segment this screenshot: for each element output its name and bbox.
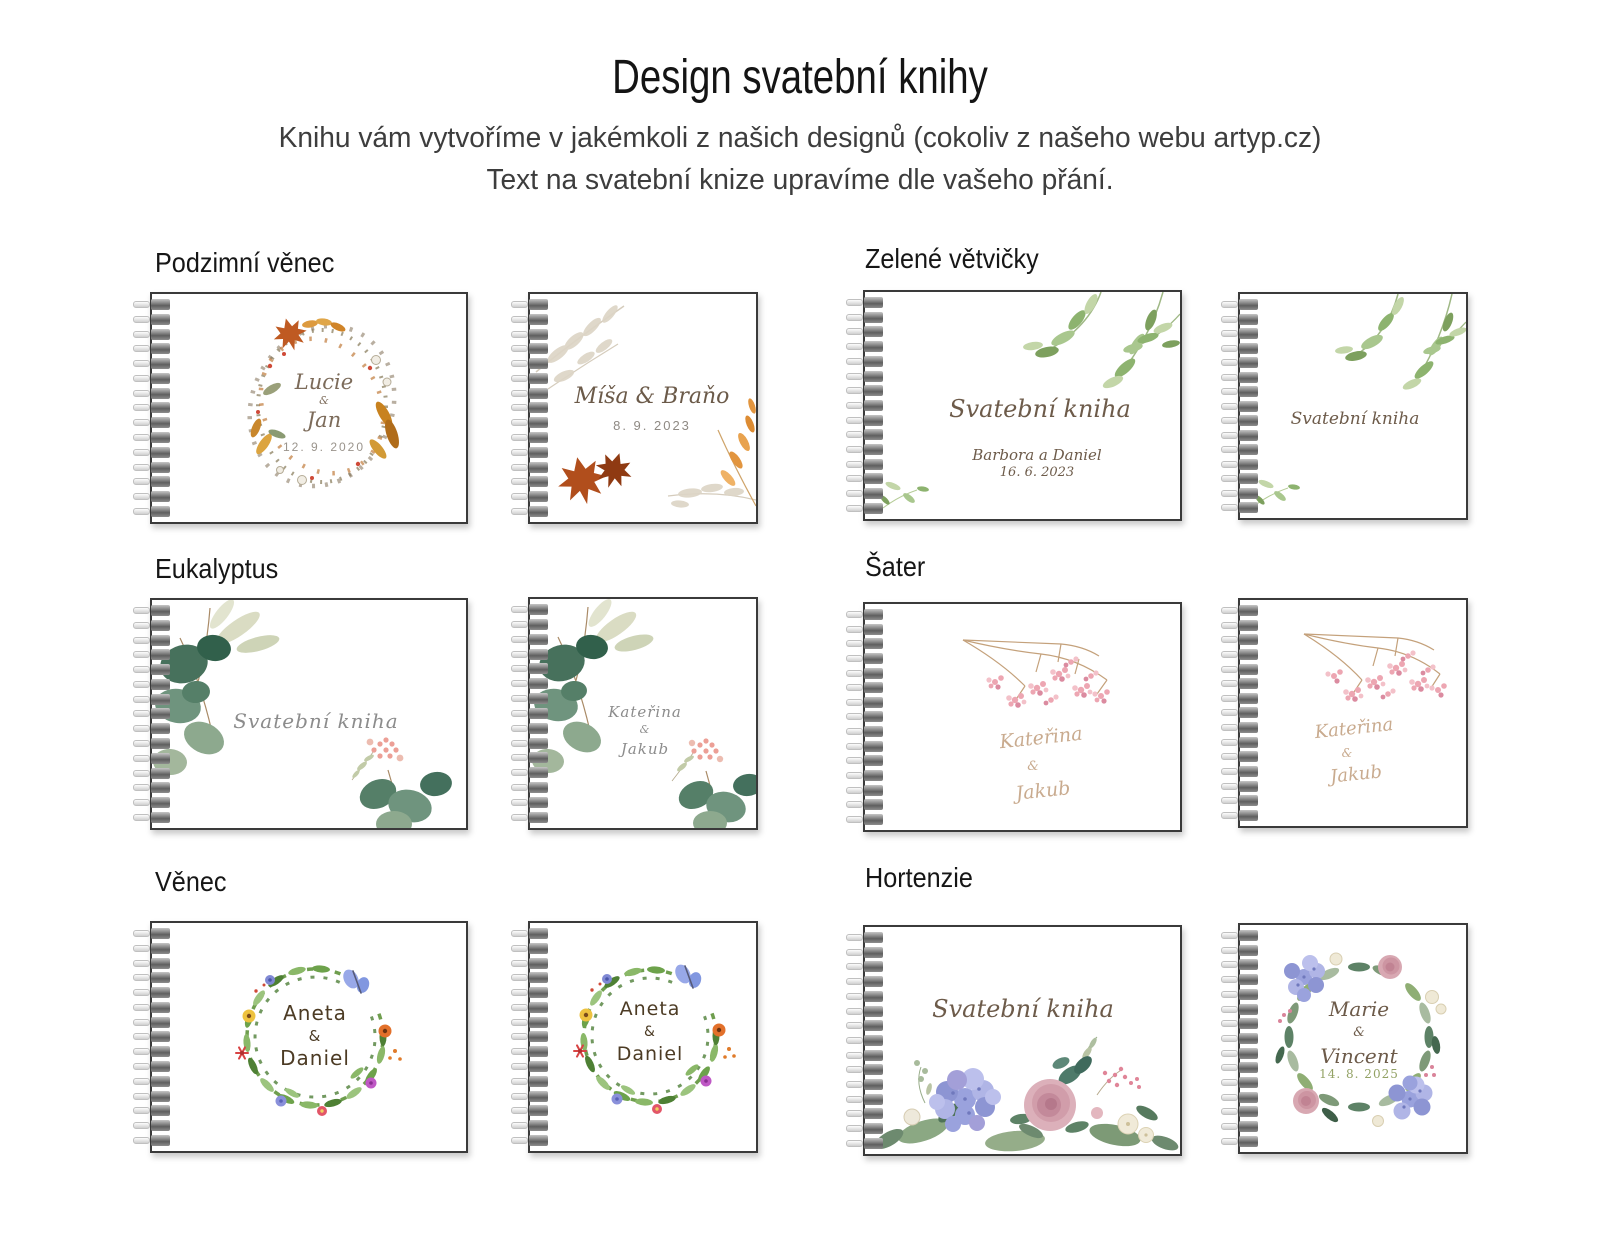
- book-eucalyptus-landscape: Svatební kniha: [133, 598, 468, 830]
- cover-date: 8. 9. 2023: [613, 418, 691, 433]
- section-label-hortenzie: Hortenzie: [865, 862, 973, 893]
- cover-name2: Daniel: [280, 1046, 350, 1070]
- book-autumn-corner-square: Míša & Braňo 8. 9. 2023: [511, 292, 758, 524]
- flower-wreath-art: [573, 964, 736, 1114]
- spiral-binding: [1221, 605, 1261, 821]
- cover-title: Svatební kniha: [949, 395, 1131, 423]
- book-eucalyptus-square: Kateřina & Jakub: [511, 597, 758, 830]
- spiral-binding: [133, 605, 173, 823]
- cover-date: 16. 6. 2023: [999, 465, 1075, 480]
- hydrangea-wreath-art: [1275, 952, 1447, 1127]
- cover-name1: Aneta: [283, 1001, 347, 1025]
- page-title: Design svatební knihy: [612, 51, 988, 104]
- cover-name1: Lucie: [294, 370, 354, 394]
- cover-name1: Marie: [1328, 997, 1390, 1021]
- gypsophila-art: [962, 639, 1110, 708]
- book-flower-wreath-landscape: Aneta & Daniel: [133, 921, 468, 1153]
- cover-ampersand: &: [1341, 746, 1353, 760]
- book-green-twigs-landscape: Svatební kniha Barbora a Daniel 16. 6. 2…: [846, 290, 1182, 521]
- spiral-binding: [133, 299, 173, 517]
- book-hydrangea-wreath-square: Marie & Vincent 14. 8. 2025: [1221, 923, 1468, 1154]
- book-gypsophila-landscape: Kateřina & Jakub: [846, 602, 1182, 832]
- book-hydrangea-bouquet-landscape: Svatební kniha: [846, 925, 1182, 1156]
- cover-title: Svatební kniha: [932, 995, 1114, 1023]
- cover-title: Svatební kniha: [233, 709, 399, 733]
- eucalyptus-art: [532, 599, 756, 828]
- cover-names: Barbora a Daniel: [972, 446, 1102, 464]
- green-twigs-art: [1253, 294, 1466, 507]
- green-twigs-art: [880, 292, 1180, 509]
- section-label-sater: Šater: [865, 551, 926, 582]
- flower-wreath-art: [235, 965, 402, 1116]
- eucalyptus-art: [153, 600, 452, 828]
- book-autumn-wreath-landscape: Lucie & Jan 12. 9. 2020: [133, 292, 468, 524]
- cover-title: Míša & Braňo: [574, 384, 730, 409]
- cover-ampersand: &: [1353, 1025, 1365, 1040]
- section-label-eukalyptus: Eukalyptus: [155, 553, 279, 584]
- spiral-binding: [846, 932, 886, 1149]
- page-subtitle-line1: Knihu vám vytvoříme v jakémkoli z našich…: [278, 122, 1322, 154]
- section-label-venec: Věnec: [155, 866, 227, 897]
- book-gypsophila-square: Kateřina & Jakub: [1221, 598, 1468, 828]
- spiral-binding: [846, 609, 886, 825]
- cover-date: 12. 9. 2020: [282, 440, 366, 454]
- cover-ampersand: &: [319, 394, 329, 407]
- hydrangea-bouquet-art: [874, 1036, 1179, 1152]
- book-green-twigs-square: Svatební kniha: [1221, 292, 1468, 520]
- cover-ampersand: &: [644, 1024, 656, 1040]
- cover-name2: Daniel: [616, 1043, 684, 1065]
- page-subtitle-line2: Text na svatební knize upravíme dle vaše…: [486, 164, 1114, 196]
- cover-ampersand: &: [1027, 759, 1039, 774]
- gypsophila-art: [1303, 633, 1447, 702]
- cover-name2: Jakub: [620, 740, 670, 758]
- spiral-binding: [1221, 930, 1261, 1147]
- section-label-podzimni-venec: Podzimní věnec: [155, 247, 335, 278]
- spiral-binding: [511, 299, 551, 517]
- book-flower-wreath-square: Aneta & Daniel: [511, 921, 758, 1153]
- cover-title: Svatební kniha: [1290, 409, 1420, 429]
- cover-name2: Jan: [306, 408, 342, 432]
- spiral-binding: [511, 604, 551, 823]
- cover-name1: Aneta: [619, 998, 681, 1020]
- cover-name2: Vincent: [1320, 1044, 1398, 1068]
- cover-name1: Kateřina: [608, 703, 682, 721]
- autumn-corner-art: [535, 305, 756, 508]
- spiral-binding: [846, 297, 886, 514]
- autumn-wreath-art: [247, 318, 399, 489]
- spiral-binding: [511, 928, 551, 1146]
- spiral-binding: [1221, 299, 1261, 513]
- cover-ampersand: &: [639, 723, 651, 736]
- spiral-binding: [133, 928, 173, 1146]
- cover-date: 14. 8. 2025: [1319, 1067, 1399, 1081]
- section-label-zelene-vetvicky: Zelené větvičky: [865, 243, 1039, 274]
- cover-ampersand: &: [308, 1027, 322, 1045]
